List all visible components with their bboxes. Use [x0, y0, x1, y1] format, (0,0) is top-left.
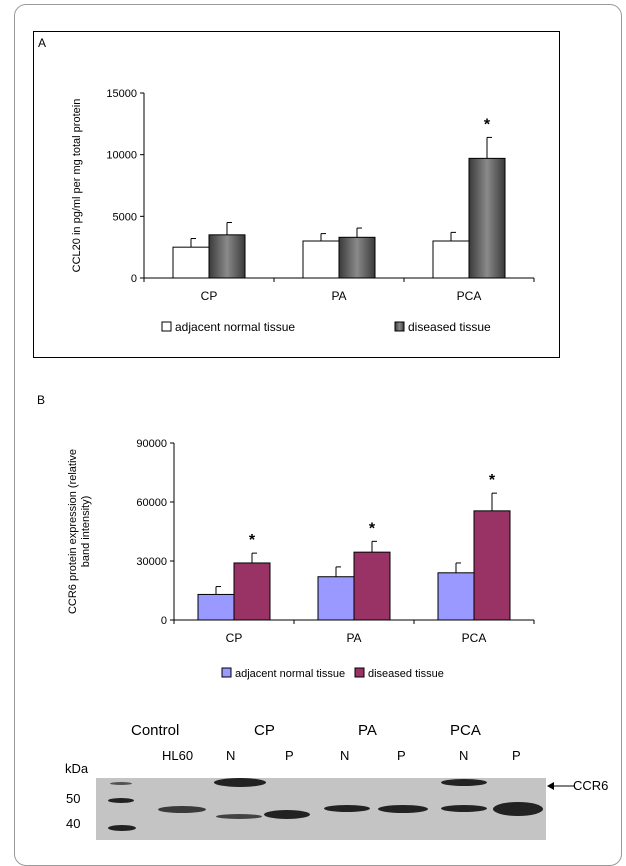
blot-arrow-icon [547, 782, 575, 790]
blot-band-label: CCR6 [573, 778, 609, 793]
blot-band-pca-n-upper [441, 779, 487, 786]
western-blot-image [96, 778, 546, 840]
blot-lane-pca-n: N [459, 748, 469, 763]
blot-band-cp-n [216, 814, 262, 819]
blot-lane-pa-n: N [340, 748, 350, 763]
blot-group-pa: PA [358, 722, 377, 739]
panel-a-label: A [38, 36, 47, 50]
blot-marker-40: 40 [66, 816, 81, 831]
blot-lane-cp-n: N [226, 748, 236, 763]
blot-group-control: Control [131, 722, 180, 739]
panel-a-frame: A [33, 31, 560, 358]
blot-band-pca-p [493, 802, 543, 816]
blot-band-cp-n-upper [214, 778, 266, 787]
blot-lane-cp-p: P [285, 748, 294, 763]
blot-kda-label: kDa [65, 761, 89, 776]
blot-group-cp: CP [254, 722, 275, 739]
blot-marker-50: 50 [66, 791, 81, 806]
blot-group-pca: PCA [450, 722, 481, 739]
panel-b-label: B [37, 393, 46, 407]
blot-band-pa-n [324, 805, 370, 812]
blot-lane-pa-p: P [397, 748, 406, 763]
blot-band-cp-p [264, 810, 310, 819]
blot-band-pa-p [378, 805, 428, 813]
blot-lane-pca-p: P [512, 748, 521, 763]
blot-ladder-band-40 [108, 825, 136, 831]
blot-ladder-band-50 [108, 798, 134, 803]
blot-lane-hl60: HL60 [162, 748, 194, 763]
blot-band-pca-n [441, 805, 487, 812]
blot-band-hl60 [158, 806, 206, 813]
blot-ladder-band-top [110, 782, 132, 785]
